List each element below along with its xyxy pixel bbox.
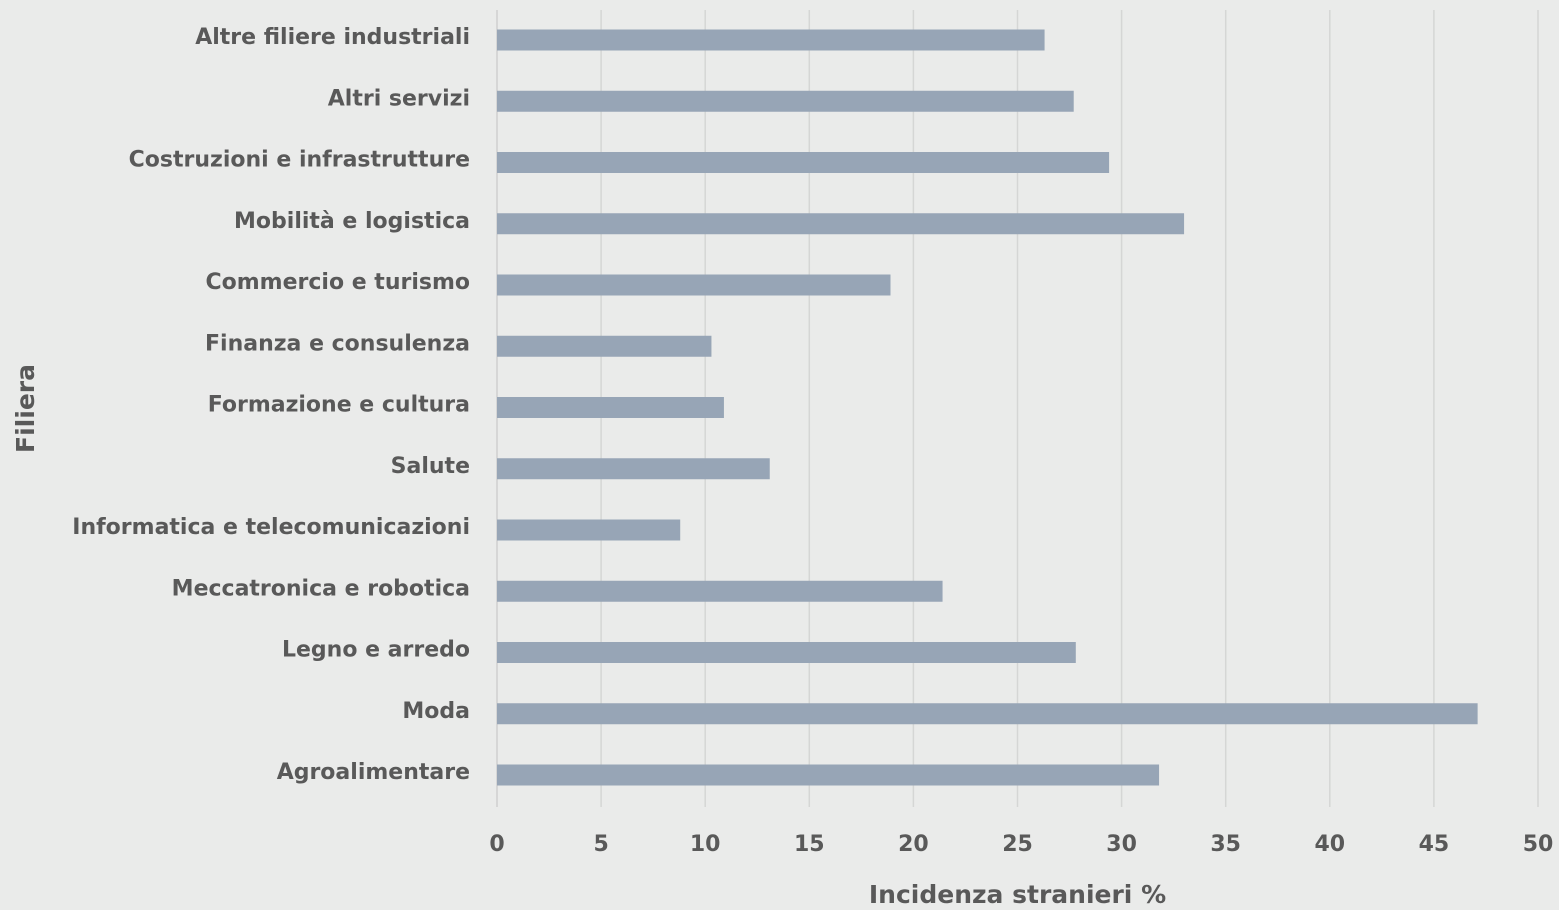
bar	[497, 458, 770, 480]
bar	[497, 397, 724, 418]
x-tick-label: 20	[898, 832, 929, 857]
category-label: Moda	[402, 699, 470, 724]
x-tick-label: 30	[1106, 832, 1137, 857]
category-label: Costruzioni e infrastrutture	[129, 148, 470, 173]
bar	[497, 519, 681, 541]
category-label: Agroalimentare	[277, 760, 470, 785]
category-label: Altre filiere industriali	[195, 25, 470, 50]
x-tick-label: 10	[690, 832, 721, 857]
gridlines	[496, 10, 1539, 807]
y-axis-title: Filiera	[11, 364, 40, 453]
category-label: Finanza e consulenza	[205, 331, 470, 356]
bar	[497, 152, 1110, 173]
bar	[497, 29, 1045, 51]
x-tick-label: 35	[1210, 832, 1241, 857]
bar	[497, 213, 1185, 235]
bars	[497, 29, 1478, 786]
x-tick-label: 45	[1419, 832, 1450, 857]
x-tick-label: 5	[593, 832, 608, 857]
x-tick-label: 25	[1002, 832, 1033, 857]
bar	[497, 642, 1076, 663]
bar	[497, 764, 1160, 786]
x-tick-label: 40	[1314, 832, 1345, 857]
category-label: Commercio e turismo	[205, 270, 470, 295]
x-tick-label: 15	[794, 832, 825, 857]
x-tick-label: 50	[1523, 832, 1554, 857]
bar	[497, 580, 943, 602]
bar	[497, 274, 891, 296]
x-tick-labels: 0 5 10 15 20 25 30 35 40 45 50	[489, 832, 1553, 857]
category-label: Legno e arredo	[282, 638, 470, 663]
bar	[497, 703, 1478, 725]
category-label: Informatica e telecomunicazioni	[72, 515, 470, 540]
x-tick-label: 0	[489, 832, 504, 857]
category-label: Salute	[391, 454, 470, 479]
bar	[497, 335, 712, 357]
bar	[497, 90, 1074, 112]
category-label: Mobilità e logistica	[234, 209, 470, 234]
category-label: Meccatronica e robotica	[172, 576, 470, 601]
category-label: Formazione e cultura	[208, 393, 470, 418]
category-label: Altri servizi	[328, 86, 470, 111]
x-axis-title: Incidenza stranieri %	[869, 880, 1166, 909]
category-labels: Altre filiere industriali Altri servizi Co…	[72, 25, 470, 785]
